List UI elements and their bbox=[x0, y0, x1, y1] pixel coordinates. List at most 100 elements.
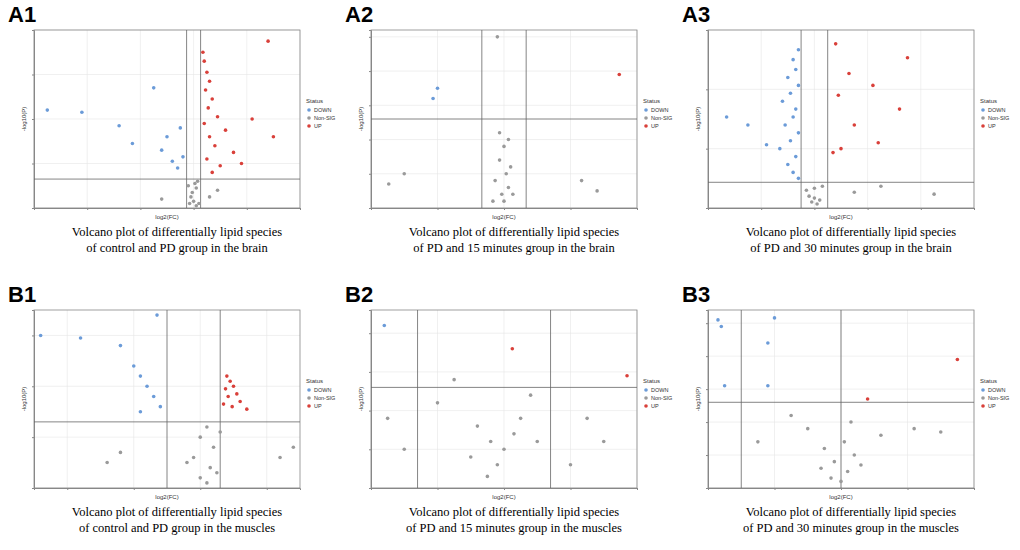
grid-line bbox=[200, 310, 201, 488]
caption: Volcano plot of differentially lipid spe… bbox=[72, 225, 282, 239]
plot-frame bbox=[708, 310, 974, 488]
grid-line bbox=[504, 310, 505, 488]
point bbox=[847, 72, 851, 76]
legend-label: UP bbox=[651, 403, 659, 409]
point bbox=[823, 447, 827, 451]
threshold-line bbox=[708, 182, 974, 183]
point bbox=[720, 325, 724, 329]
point bbox=[815, 202, 819, 206]
point bbox=[232, 384, 236, 388]
point bbox=[208, 195, 212, 199]
grid-line bbox=[133, 310, 134, 488]
grid-line bbox=[841, 310, 842, 488]
point bbox=[853, 123, 857, 127]
grid-line bbox=[761, 30, 762, 208]
point bbox=[496, 463, 500, 467]
point bbox=[797, 131, 801, 135]
grid-line bbox=[67, 310, 68, 488]
x-axis-title: log2(FC) bbox=[155, 494, 178, 500]
legend-swatch bbox=[307, 124, 311, 128]
point bbox=[208, 466, 212, 470]
point bbox=[906, 56, 910, 60]
legend-label: Non-SIG bbox=[314, 395, 335, 401]
point bbox=[80, 111, 84, 115]
point bbox=[245, 407, 249, 411]
plot-background bbox=[34, 30, 300, 208]
axis-line bbox=[372, 489, 638, 491]
point bbox=[831, 151, 835, 155]
plot-area bbox=[708, 30, 974, 208]
point bbox=[781, 99, 785, 103]
panel-label: B2 bbox=[345, 282, 373, 307]
point bbox=[198, 476, 202, 480]
grid-line bbox=[34, 119, 300, 120]
legend: StatusDOWNNon-SIGUP bbox=[980, 98, 1009, 129]
point bbox=[213, 144, 217, 148]
grid-line bbox=[371, 105, 637, 106]
point bbox=[805, 188, 809, 192]
point bbox=[272, 135, 276, 139]
point bbox=[222, 402, 226, 406]
point bbox=[189, 195, 193, 199]
series bbox=[160, 180, 219, 208]
point bbox=[235, 392, 239, 396]
grid-line bbox=[371, 371, 637, 372]
point bbox=[595, 189, 599, 193]
point bbox=[210, 171, 214, 175]
legend-title: Status bbox=[980, 378, 997, 384]
y-axis-title: -log10(P) bbox=[695, 107, 701, 132]
point bbox=[224, 387, 228, 391]
point bbox=[833, 460, 837, 464]
point bbox=[511, 193, 515, 197]
point bbox=[502, 145, 506, 149]
legend-swatch bbox=[307, 108, 311, 112]
grid-line bbox=[34, 74, 300, 75]
legend-title: Status bbox=[643, 98, 660, 104]
point bbox=[783, 123, 787, 127]
grid bbox=[708, 310, 974, 488]
legend: StatusDOWNNon-SIGUP bbox=[306, 98, 335, 129]
legend-swatch bbox=[307, 388, 311, 392]
point bbox=[278, 456, 282, 460]
point bbox=[292, 446, 296, 450]
point bbox=[160, 148, 164, 152]
threshold-line bbox=[200, 30, 201, 208]
point bbox=[849, 420, 853, 424]
legend-label: DOWN bbox=[314, 107, 331, 113]
caption: Volcano plot of differentially lipid spe… bbox=[746, 225, 956, 239]
legend-label: Non-SIG bbox=[314, 115, 335, 121]
point bbox=[131, 142, 135, 146]
point bbox=[218, 164, 222, 168]
plot-frame bbox=[371, 310, 637, 488]
point bbox=[876, 141, 880, 145]
point bbox=[879, 184, 883, 188]
y-axis-title: -log10(P) bbox=[695, 387, 701, 412]
point bbox=[932, 192, 936, 196]
legend-title: Status bbox=[306, 378, 323, 384]
panel: B2log2(FC)-log10(P)StatusDOWNNon-SIGUPVo… bbox=[345, 282, 672, 535]
axis-line bbox=[709, 489, 975, 491]
point bbox=[810, 200, 814, 204]
series bbox=[831, 42, 909, 154]
point bbox=[489, 440, 493, 444]
panel: A1log2(FC)-log10(P)StatusDOWNNon-SIGUPVo… bbox=[8, 2, 335, 255]
plot-frame bbox=[34, 310, 300, 488]
legend: StatusDOWNNon-SIGUP bbox=[980, 378, 1009, 409]
point bbox=[756, 440, 760, 444]
point bbox=[266, 39, 270, 43]
legend-swatch bbox=[644, 108, 648, 112]
point bbox=[791, 58, 795, 62]
grid-line bbox=[570, 310, 571, 488]
point bbox=[431, 97, 435, 101]
axis-line bbox=[709, 209, 975, 211]
point bbox=[723, 384, 727, 388]
point bbox=[193, 182, 197, 186]
x-axis-title: log2(FC) bbox=[492, 494, 515, 500]
grid-line bbox=[371, 410, 637, 411]
point bbox=[509, 165, 513, 169]
point bbox=[205, 481, 209, 485]
point bbox=[766, 341, 770, 345]
point bbox=[39, 334, 43, 338]
point bbox=[786, 163, 790, 167]
legend-swatch bbox=[981, 116, 985, 120]
